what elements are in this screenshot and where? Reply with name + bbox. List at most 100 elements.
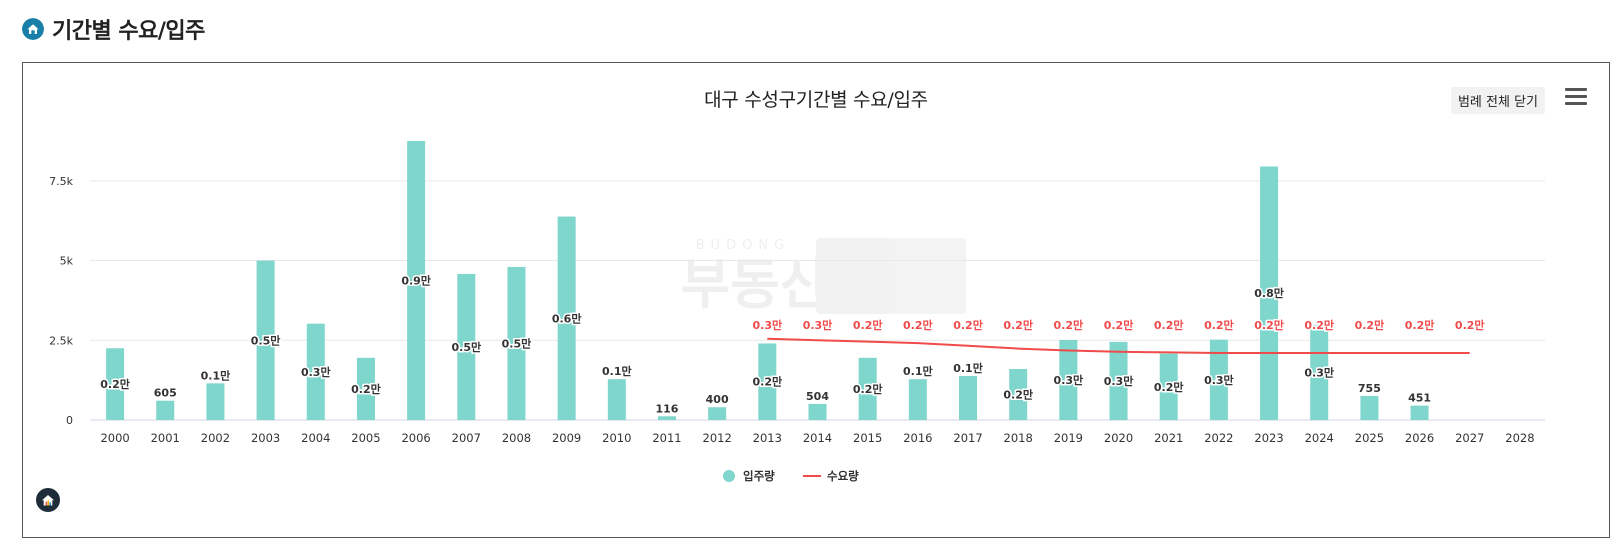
bar-data-label: 0.1만 xyxy=(602,364,632,378)
legend-toggle-button[interactable]: 범례 전체 닫기 xyxy=(1450,87,1545,114)
bar xyxy=(206,383,225,420)
bar-data-label: 755 xyxy=(1358,382,1381,395)
page-heading: 기간별 수요/입주 xyxy=(52,19,205,44)
bar-data-label: 0.3만 xyxy=(1054,373,1084,387)
watermark-small: BUDONG xyxy=(696,238,790,253)
x-tick-label: 2022 xyxy=(1204,431,1233,445)
x-tick-label: 2024 xyxy=(1305,431,1334,445)
legend-label: 수요량 xyxy=(827,469,859,483)
bar-data-label: 0.3만 xyxy=(1104,374,1134,388)
x-tick-label: 2025 xyxy=(1355,431,1384,445)
y-tick-label: 7.5k xyxy=(49,175,73,188)
line-data-label: 0.2만 xyxy=(1054,318,1084,332)
y-tick-label: 0 xyxy=(66,414,73,427)
line-data-label: 0.2만 xyxy=(1355,318,1385,332)
line-data-label: 0.2만 xyxy=(1204,318,1234,332)
bar-data-label: 0.5만 xyxy=(451,340,481,354)
x-tick-label: 2000 xyxy=(100,431,129,445)
bar xyxy=(808,403,827,420)
bar-data-label: 0.2만 xyxy=(1154,380,1184,394)
watermark-large: 부동산 xyxy=(680,253,829,316)
line-data-label: 0.2만 xyxy=(953,318,983,332)
bar xyxy=(1009,368,1028,420)
x-tick-label: 2019 xyxy=(1054,431,1083,445)
bar xyxy=(557,216,576,420)
y-tick-label: 5k xyxy=(60,255,74,268)
bar-data-label: 0.2만 xyxy=(853,382,883,396)
bar xyxy=(1360,395,1379,420)
x-tick-label: 2008 xyxy=(502,431,531,445)
bar-data-label: 0.5만 xyxy=(251,333,281,347)
line-data-label: 0.3만 xyxy=(753,318,783,332)
x-tick-label: 2013 xyxy=(753,431,782,445)
x-tick-label: 2012 xyxy=(703,431,732,445)
line-data-label: 0.2만 xyxy=(1254,318,1284,332)
bar-data-label: 0.1만 xyxy=(903,364,933,378)
bar-data-label: 0.2만 xyxy=(753,375,783,389)
line-data-label: 0.2만 xyxy=(1104,318,1134,332)
bar-data-label: 0.1만 xyxy=(953,361,983,375)
hamburger-menu-icon[interactable] xyxy=(1565,88,1587,108)
line-data-label: 0.3만 xyxy=(803,318,833,332)
bar xyxy=(457,273,476,420)
bar-data-label: 0.3만 xyxy=(301,365,331,379)
x-tick-label: 2018 xyxy=(1004,431,1033,445)
x-tick-label: 2021 xyxy=(1154,431,1183,445)
chart-card: BUDONG 부동산 0 2.5k 5k 7.5k 0.2만 605 0.1만 0.5만 0.… xyxy=(22,62,1610,538)
bar xyxy=(1159,353,1178,420)
line-series-path xyxy=(767,337,1470,354)
bar-data-label: 0.6만 xyxy=(552,311,582,325)
bar xyxy=(106,348,125,420)
x-tick-label: 2026 xyxy=(1405,431,1434,445)
y-axis: 0 2.5k 5k 7.5k xyxy=(49,175,73,427)
bar xyxy=(1209,339,1228,420)
bar xyxy=(256,260,275,420)
bar-data-label: 0.3만 xyxy=(1304,365,1334,379)
bar-data-label: 116 xyxy=(655,402,678,415)
home-icon xyxy=(22,18,44,40)
x-tick-label: 2001 xyxy=(151,431,180,445)
bar xyxy=(758,343,777,420)
x-tick-label: 2009 xyxy=(552,431,581,445)
bar-data-label: 0.1만 xyxy=(201,368,231,382)
bar xyxy=(1109,341,1128,420)
bar xyxy=(356,357,375,420)
x-tick-label: 2028 xyxy=(1505,431,1534,445)
legend: 입주량 수요량 xyxy=(723,469,859,483)
bar xyxy=(1410,405,1429,420)
bar xyxy=(908,379,927,420)
bar xyxy=(306,323,325,420)
x-tick-label: 2010 xyxy=(602,431,631,445)
bar xyxy=(1059,339,1078,420)
line-data-label: 0.2만 xyxy=(1455,318,1485,332)
x-tick-label: 2027 xyxy=(1455,431,1484,445)
bar-series: 0.2만 605 0.1만 0.5만 0.3만 0.2만 0.9만 0.5만 0.5만 0.6만 0… xyxy=(99,140,1433,420)
line-data-label: 0.2만 xyxy=(1003,318,1033,332)
bar-data-label: 605 xyxy=(154,387,177,400)
x-tick-label: 2006 xyxy=(401,431,430,445)
bar xyxy=(607,379,626,420)
bar-data-label: 400 xyxy=(706,393,729,406)
bar xyxy=(407,140,426,420)
x-tick-label: 2004 xyxy=(301,431,330,445)
bar-data-label: 504 xyxy=(806,390,829,403)
x-tick-label: 2017 xyxy=(953,431,982,445)
bar-data-label: 0.2만 xyxy=(100,377,130,391)
bar xyxy=(708,407,727,420)
x-tick-label: 2020 xyxy=(1104,431,1133,445)
x-tick-label: 2016 xyxy=(903,431,932,445)
line-series: 0.3만 0.3만 0.2만 0.2만 0.2만 0.2만 0.2만 0.2만 0.2만 0.2만… xyxy=(751,317,1486,354)
x-tick-label: 2011 xyxy=(652,431,681,445)
bar-data-label: 0.2만 xyxy=(1003,387,1033,401)
line-data-label: 0.2만 xyxy=(853,318,883,332)
bar xyxy=(507,266,526,420)
bar xyxy=(1260,166,1279,420)
x-tick-label: 2005 xyxy=(351,431,380,445)
legend-label: 입주량 xyxy=(743,469,775,483)
section-header: 기간별 수요/입주 xyxy=(22,14,205,44)
x-axis: 2000 2001 2002 2003 2004 2005 2006 2007 2008 2009… xyxy=(100,431,1534,445)
bar xyxy=(858,357,877,420)
bar-data-label: 0.8만 xyxy=(1254,286,1284,300)
x-tick-label: 2002 xyxy=(201,431,230,445)
